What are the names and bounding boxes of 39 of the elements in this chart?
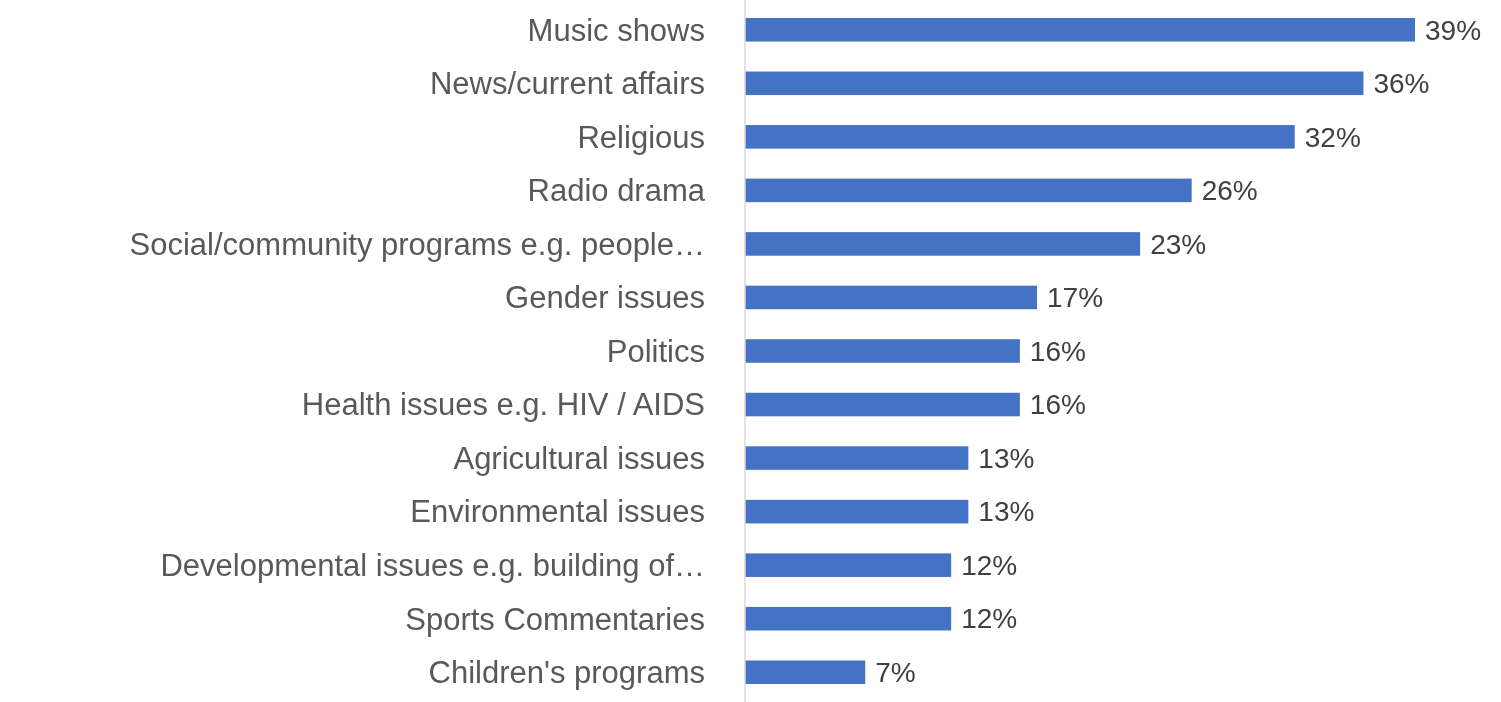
data-label: 23% xyxy=(1150,228,1207,260)
data-label: 17% xyxy=(1047,282,1104,314)
data-label: 7% xyxy=(875,657,916,689)
bar xyxy=(745,285,1038,310)
data-label: 12% xyxy=(961,549,1018,581)
data-label: 13% xyxy=(978,442,1035,474)
bar xyxy=(745,71,1364,96)
y-tick-label: News/current affairs xyxy=(429,66,705,102)
bar xyxy=(745,392,1020,417)
data-label: 32% xyxy=(1304,121,1361,153)
bar xyxy=(745,17,1415,42)
y-tick-label: Social/community programs e.g. people… xyxy=(129,226,705,262)
data-label: 16% xyxy=(1029,335,1086,367)
bar xyxy=(745,125,1295,149)
data-label: 13% xyxy=(978,496,1035,528)
y-tick-label: Religious xyxy=(577,119,705,155)
y-tick-label: Music shows xyxy=(527,12,705,48)
y-tick-label: Radio drama xyxy=(527,173,706,209)
bar xyxy=(745,446,969,470)
data-label: 39% xyxy=(1425,14,1482,46)
data-label: 26% xyxy=(1201,175,1258,207)
y-tick-label: Environmental issues xyxy=(410,494,705,530)
data-label: 16% xyxy=(1029,389,1086,421)
y-tick-label: Gender issues xyxy=(505,280,705,316)
bar xyxy=(745,339,1020,363)
bar xyxy=(745,178,1192,203)
data-label: 12% xyxy=(961,603,1018,635)
y-tick-label: Developmental issues e.g. building of… xyxy=(160,548,705,583)
y-tick-label: Politics xyxy=(606,333,705,369)
bar xyxy=(745,660,866,685)
y-tick-label: Agricultural issues xyxy=(453,440,705,476)
bar xyxy=(745,232,1141,256)
y-tick-label: Children's programs xyxy=(428,655,705,691)
y-tick-label: Sports Commentaries xyxy=(405,601,705,637)
bar xyxy=(745,606,952,631)
bar xyxy=(745,553,952,577)
y-tick-label: Health issues e.g. HIV / AIDS xyxy=(301,387,705,423)
data-label: 36% xyxy=(1373,68,1430,100)
bar xyxy=(745,499,969,524)
